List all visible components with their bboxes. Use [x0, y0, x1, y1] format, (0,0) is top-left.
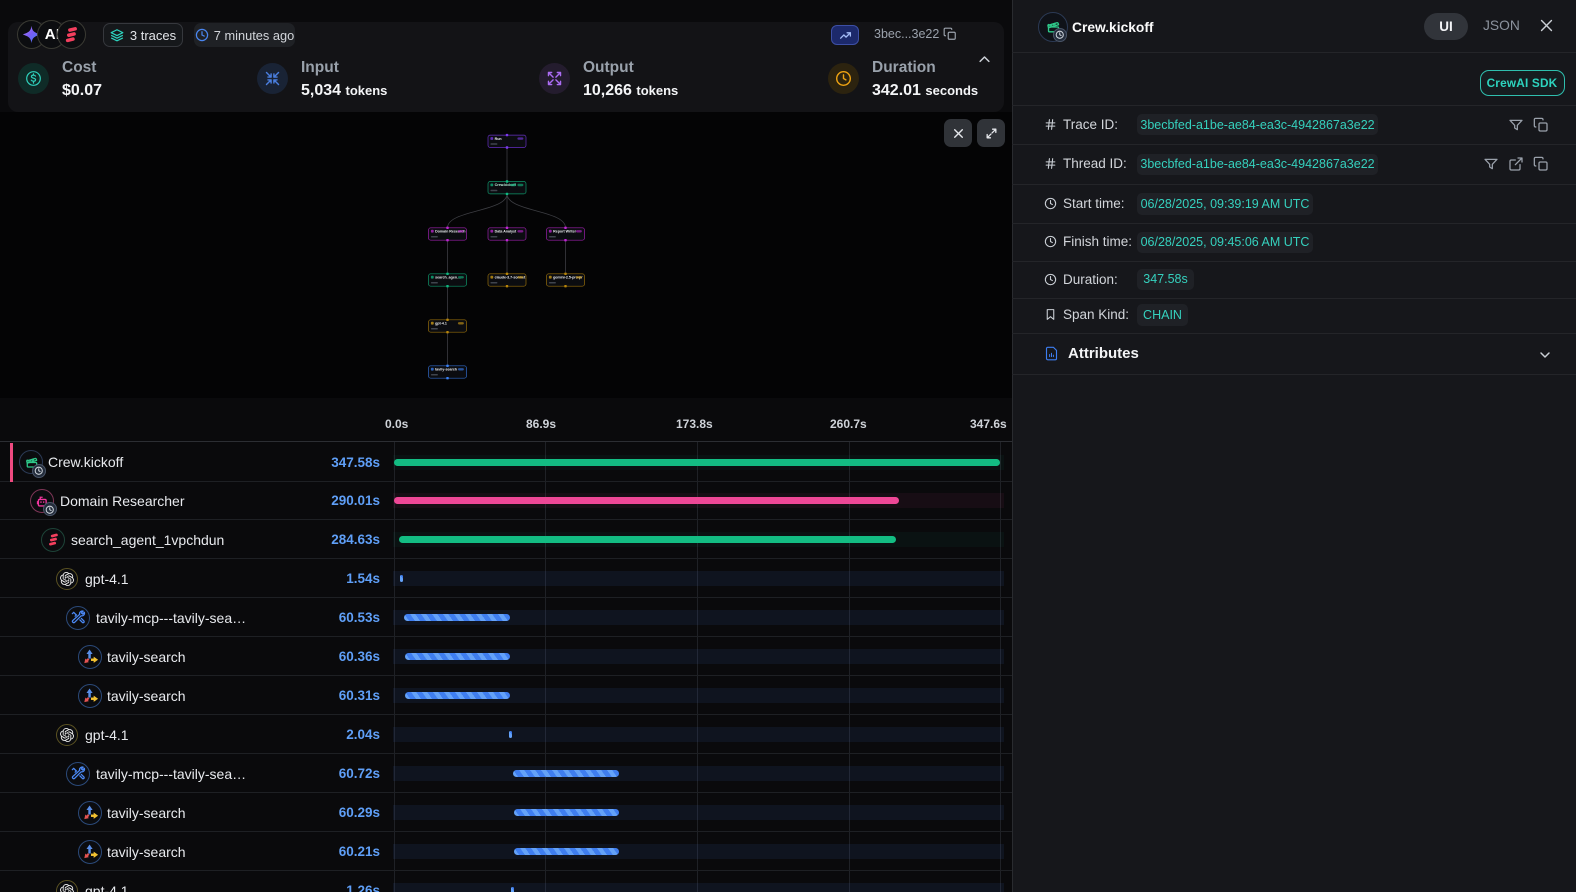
svg-text:Report Writer: Report Writer — [553, 230, 576, 234]
svg-text:Domain Research: Domain Research — [435, 230, 465, 234]
svg-text:Run: Run — [495, 137, 502, 141]
svg-text:Crew.kickoff: Crew.kickoff — [495, 183, 517, 187]
svg-text:tavily-search: tavily-search — [435, 368, 457, 372]
svg-text:search_agen…: search_agen… — [435, 276, 461, 280]
svg-text:gemini-2.5-pro-pr: gemini-2.5-pro-pr — [553, 276, 583, 280]
svg-text:gpt-4.1: gpt-4.1 — [435, 322, 447, 326]
svg-text:claude-3.7-sonnet: claude-3.7-sonnet — [495, 276, 526, 280]
svg-text:Data Analyst: Data Analyst — [495, 230, 517, 234]
